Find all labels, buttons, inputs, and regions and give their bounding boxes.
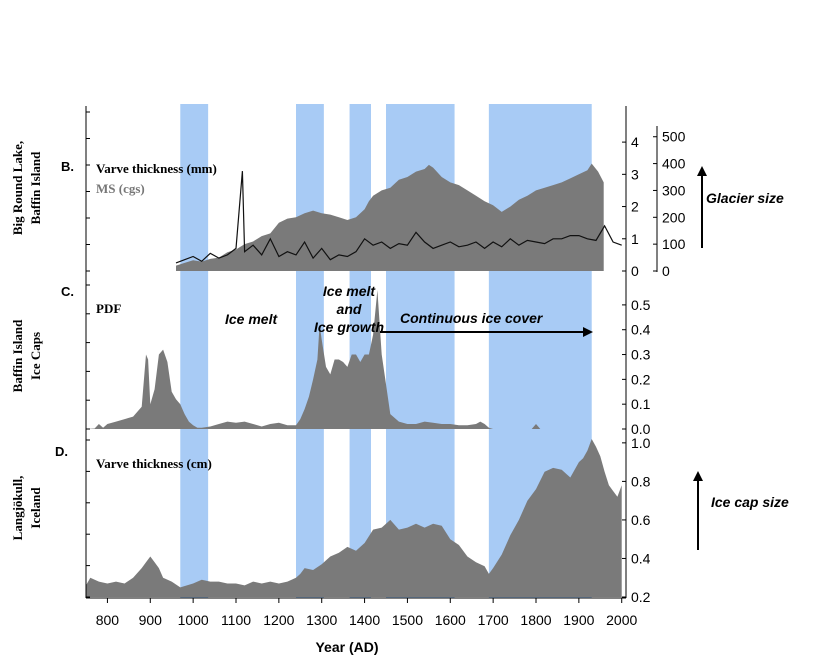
panel-label-c: C.: [61, 284, 74, 299]
side-title-d-2: Iceland: [28, 487, 43, 529]
left-ticks-b: [86, 111, 90, 272]
glacier-size-arrowhead: [697, 166, 707, 176]
b-inner-tick-label-3: 3: [631, 166, 639, 182]
panel-label-d: D.: [55, 444, 68, 459]
series-label-ms: MS (cgs): [96, 181, 145, 196]
b-outer-tick-label-0: 0: [662, 263, 670, 279]
x-tick-label-9: 1700: [478, 612, 509, 628]
x-axis-ticks: [106, 598, 623, 603]
d-tick-label-1: 0.4: [631, 550, 651, 566]
right-outer-ticks-b: 0 100 200 300 400 500: [653, 129, 686, 279]
c-tick-label-1: 0.1: [631, 396, 651, 412]
continuous-ice-cover-label: Continuous ice cover: [400, 310, 544, 326]
side-title-c-2: Ice Caps: [28, 332, 43, 380]
ice-growth-label: Ice growth: [314, 319, 384, 335]
series-label-pdf: PDF: [96, 301, 121, 316]
shaded-period-2: [349, 104, 371, 598]
c-tick-label-0: 0.0: [631, 421, 651, 437]
ice-cap-size-arrowhead: [693, 471, 703, 481]
x-tick-label-1: 900: [139, 612, 163, 628]
d-tick-label-3: 0.8: [631, 473, 651, 489]
b-outer-tick-label-1: 100: [662, 236, 686, 252]
x-tick-label-4: 1200: [263, 612, 294, 628]
c-tick-label-3: 0.3: [631, 347, 651, 363]
series-label-varve-mm: Varve thickness (mm): [96, 161, 217, 176]
ice-melt-label-2: Ice melt: [323, 283, 376, 299]
x-tick-label-11: 1900: [563, 612, 594, 628]
c-tick-label-4: 0.4: [631, 322, 651, 338]
left-ticks-d: [86, 439, 90, 598]
panel-c: 0.00.10.20.30.40.5 C. PDF Baffin Island …: [10, 272, 651, 437]
pdf-area: [86, 290, 622, 429]
x-tick-label-8: 1600: [435, 612, 466, 628]
c-tick-label-5: 0.5: [631, 297, 651, 313]
b-outer-tick-label-4: 400: [662, 156, 686, 172]
b-inner-tick-label-4: 4: [631, 134, 639, 150]
varve-thickness-line: [175, 171, 622, 264]
c-tick-label-2: 0.2: [631, 371, 651, 387]
b-inner-tick-label-0: 0: [631, 263, 639, 279]
and-label: and: [337, 301, 362, 317]
b-outer-tick-label-3: 300: [662, 182, 686, 198]
series-label-varve-cm: Varve thickness (cm): [96, 456, 212, 471]
ice-melt-label: Ice melt: [225, 311, 278, 327]
b-outer-tick-label-2: 200: [662, 209, 686, 225]
b-outer-tick-label-5: 500: [662, 129, 686, 145]
x-tick-label-0: 800: [96, 612, 120, 628]
d-tick-label-4: 1.0: [631, 435, 651, 451]
glacier-size-label: Glacier size: [706, 190, 784, 206]
x-tick-label-5: 1300: [306, 612, 337, 628]
x-tick-label-7: 1500: [392, 612, 423, 628]
x-tick-label-6: 1400: [349, 612, 380, 628]
x-tick-label-3: 1100: [221, 612, 251, 628]
continuous-ice-cover-arrowhead: [583, 327, 593, 337]
ice-cap-size-label: Ice cap size: [711, 494, 789, 510]
right-ticks-c: 0.0 0.1 0.2 0.3 0.4 0.5: [622, 297, 651, 437]
d-tick-label-2: 0.6: [631, 512, 651, 528]
varve-cm-area: [86, 439, 622, 597]
b-inner-tick-label-1: 1: [631, 231, 639, 247]
shaded-period-0: [180, 104, 209, 598]
right-inner-ticks-b: 0 1 2 3 4: [622, 134, 639, 279]
side-title-d-1: Langjökull,: [10, 476, 25, 541]
x-tick-label-2: 1000: [178, 612, 209, 628]
panel-d: 0.20.40.60.81.0 D. Varve thickness (cm) …: [10, 430, 789, 605]
x-axis-tick-labels: 800 900 1000 1100 1200 1300 1400 1500 1600 1700 18…: [96, 612, 638, 628]
x-axis-title: Year (AD): [315, 639, 378, 655]
d-tick-label-0: 0.2: [631, 589, 651, 605]
x-tick-label-10: 1800: [520, 612, 551, 628]
left-ticks-c: [86, 284, 90, 430]
side-title-c-1: Baffin Island: [10, 319, 25, 392]
panel-label-b: B.: [61, 159, 74, 174]
b-inner-tick-label-2: 2: [631, 199, 639, 215]
side-title-b-2: Baffin Island: [28, 151, 43, 224]
panel-b: 0 1 2 3 4 0 100 200 300 400 500 B. Varve thicknes…: [10, 106, 784, 279]
right-ticks-d: 0.2 0.4 0.6 0.8 1.0: [622, 435, 651, 605]
side-title-b-1: Big Round Lake,: [10, 141, 25, 235]
x-tick-label-12: 2000: [606, 612, 637, 628]
